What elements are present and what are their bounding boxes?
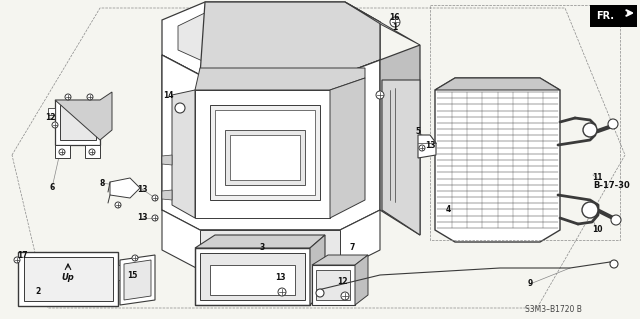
Circle shape: [152, 215, 158, 221]
Polygon shape: [195, 68, 365, 90]
Polygon shape: [355, 255, 368, 305]
Polygon shape: [225, 130, 305, 185]
Polygon shape: [435, 78, 560, 90]
Text: FR.: FR.: [596, 11, 614, 21]
Text: 3: 3: [259, 243, 264, 253]
Polygon shape: [162, 190, 172, 200]
Polygon shape: [162, 55, 200, 230]
Polygon shape: [312, 265, 355, 305]
Polygon shape: [210, 105, 320, 200]
Polygon shape: [195, 235, 325, 248]
Polygon shape: [310, 235, 325, 305]
Circle shape: [132, 255, 138, 261]
Polygon shape: [118, 265, 125, 280]
Polygon shape: [162, 55, 380, 230]
Polygon shape: [24, 257, 113, 301]
Text: 17: 17: [17, 250, 28, 259]
Text: Up: Up: [61, 273, 74, 283]
Circle shape: [611, 215, 621, 225]
Polygon shape: [162, 155, 172, 165]
Polygon shape: [345, 2, 420, 45]
Text: 9: 9: [527, 279, 532, 288]
Bar: [590, 5, 637, 27]
Polygon shape: [162, 2, 380, 75]
Polygon shape: [316, 270, 350, 300]
Polygon shape: [382, 80, 420, 235]
Text: 10: 10: [592, 226, 602, 234]
Polygon shape: [55, 145, 70, 158]
Circle shape: [115, 202, 121, 208]
Text: 15: 15: [127, 271, 137, 280]
Circle shape: [390, 17, 400, 27]
Circle shape: [175, 103, 185, 113]
Circle shape: [14, 257, 20, 263]
Text: 13: 13: [137, 213, 147, 222]
Text: 13: 13: [425, 140, 435, 150]
Circle shape: [341, 292, 349, 300]
Polygon shape: [210, 265, 295, 295]
Circle shape: [419, 145, 425, 151]
Polygon shape: [110, 178, 140, 198]
Text: 12: 12: [337, 278, 348, 286]
Polygon shape: [200, 2, 380, 75]
Text: 4: 4: [445, 205, 451, 214]
Polygon shape: [418, 135, 436, 158]
Polygon shape: [124, 260, 151, 300]
Text: 1: 1: [392, 24, 397, 33]
Circle shape: [89, 149, 95, 155]
Polygon shape: [435, 78, 560, 242]
Text: 13: 13: [137, 184, 147, 194]
Circle shape: [152, 195, 158, 201]
Text: B-17-30: B-17-30: [593, 181, 630, 189]
Polygon shape: [195, 90, 330, 218]
Polygon shape: [340, 60, 380, 230]
Circle shape: [278, 288, 286, 296]
Polygon shape: [120, 255, 155, 305]
Polygon shape: [55, 92, 112, 140]
Polygon shape: [230, 135, 300, 180]
Text: S3M3–B1720 B: S3M3–B1720 B: [525, 306, 581, 315]
Polygon shape: [312, 255, 368, 265]
Polygon shape: [215, 110, 315, 195]
Text: 5: 5: [415, 127, 420, 136]
Polygon shape: [172, 90, 195, 218]
Polygon shape: [178, 8, 368, 68]
Circle shape: [87, 94, 93, 100]
Text: 13: 13: [275, 273, 285, 283]
Circle shape: [52, 122, 58, 128]
Text: 11: 11: [592, 174, 602, 182]
Text: 14: 14: [163, 91, 173, 100]
Circle shape: [583, 123, 597, 137]
Text: 7: 7: [349, 243, 355, 253]
Polygon shape: [60, 105, 96, 140]
Polygon shape: [200, 253, 305, 300]
Circle shape: [608, 119, 618, 129]
Polygon shape: [55, 100, 100, 145]
Text: 8: 8: [99, 179, 105, 188]
Polygon shape: [330, 78, 365, 218]
Polygon shape: [48, 108, 55, 115]
Circle shape: [59, 149, 65, 155]
Circle shape: [376, 91, 384, 99]
Circle shape: [65, 94, 71, 100]
Polygon shape: [162, 210, 380, 270]
Circle shape: [582, 202, 598, 218]
Text: 12: 12: [45, 114, 55, 122]
Text: 6: 6: [49, 183, 54, 192]
Polygon shape: [18, 252, 118, 306]
Circle shape: [316, 289, 324, 297]
Text: 2: 2: [35, 287, 40, 296]
Text: 16: 16: [388, 13, 399, 23]
Circle shape: [610, 260, 618, 268]
Polygon shape: [85, 145, 100, 158]
Polygon shape: [200, 230, 340, 270]
Polygon shape: [380, 45, 420, 235]
Polygon shape: [195, 248, 310, 305]
